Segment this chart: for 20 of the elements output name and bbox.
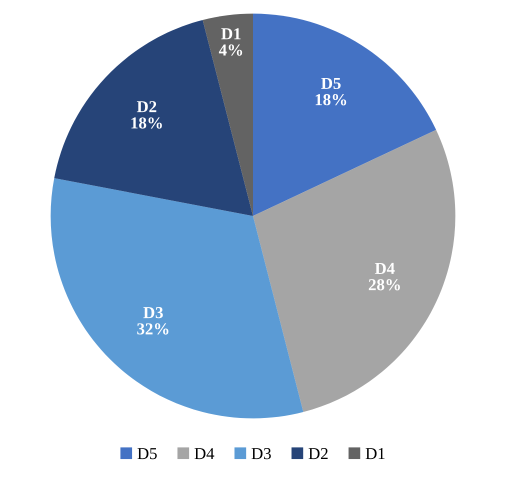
- data-label: 32%: [137, 323, 168, 335]
- pie-slice: [50, 178, 304, 418]
- pie-slice: [54, 20, 253, 216]
- data-label: 4%: [218, 44, 242, 56]
- slice-label: D1: [221, 28, 241, 40]
- slice-label: D5: [321, 78, 341, 90]
- pie-slice: [202, 14, 253, 216]
- pie-slice: [253, 130, 456, 412]
- slice-label: D2: [136, 101, 156, 112]
- legend-label: D2: [308, 448, 328, 460]
- legend-label: D5: [138, 448, 157, 460]
- data-label: 18%: [131, 117, 162, 129]
- pie-slice: [253, 14, 436, 216]
- legend-label: D4: [194, 448, 214, 460]
- legend-label: D3: [252, 448, 271, 460]
- legend-label: D1: [366, 448, 385, 460]
- data-label: 18%: [316, 94, 346, 106]
- data-label: 28%: [368, 279, 400, 290]
- slice-label: D4: [374, 262, 395, 274]
- slice-label: D3: [143, 307, 163, 318]
